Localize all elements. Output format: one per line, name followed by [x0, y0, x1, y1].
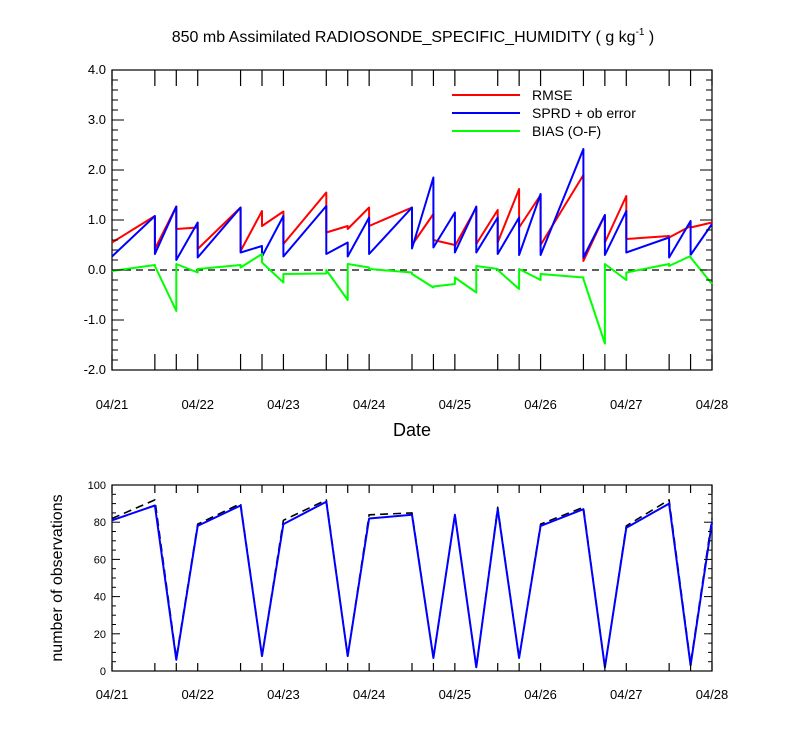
x-tick-label: 04/27: [610, 687, 643, 702]
rmse-panel: -2.0 -1.0 0.0 1.0 2.0 3.0 4.0 04/21 04/22 04/23 04…: [84, 62, 729, 440]
series-line-bias-o-f: [111, 253, 713, 345]
y-tick-label: 80: [94, 517, 106, 529]
y-tick-label: 0: [100, 666, 106, 678]
y-tick-label: 2.0: [88, 162, 106, 177]
x-tick-label: 04/26: [524, 397, 557, 412]
y-tick-label: 4.0: [88, 62, 106, 77]
y-tick-label: -2.0: [84, 362, 106, 377]
x-tick-label: 04/27: [610, 397, 643, 412]
y-tick-label: 0.0: [88, 262, 106, 277]
series-line-obs-used: [111, 500, 713, 669]
x-tick-label: 04/28: [696, 687, 729, 702]
x-tick-label: 04/22: [181, 397, 214, 412]
x-tick-label: 04/24: [353, 397, 386, 412]
x-axis-label: Date: [393, 420, 431, 440]
legend-label-rmse: RMSE: [532, 87, 572, 103]
y-tick-label: 3.0: [88, 112, 106, 127]
x-tick-label: 04/21: [96, 687, 129, 702]
x-tick-label: 04/23: [267, 687, 300, 702]
legend: RMSE SPRD + ob error BIAS (O-F): [452, 87, 636, 139]
observations-panel: 0 20 40 60 80 100 04/21 04/22 04/23 04/24 04/25 04/…: [49, 480, 728, 702]
series-line-sprd-ob-error: [111, 148, 713, 261]
chart-title: 850 mb Assimilated RADIOSONDE_SPECIFIC_H…: [172, 27, 655, 46]
x-tick-label: 04/28: [696, 397, 729, 412]
x-tick-label: 04/25: [439, 687, 472, 702]
x-tick-label: 04/22: [181, 687, 214, 702]
y-tick-label: -1.0: [84, 312, 106, 327]
x-tick-label: 04/23: [267, 397, 300, 412]
x-tick-label: 04/24: [353, 687, 386, 702]
y-tick-label: 60: [94, 554, 106, 566]
legend-label-bias-o-f: BIAS (O-F): [532, 123, 601, 139]
y-tick-label: 20: [94, 629, 106, 641]
legend-label-sprd-ob-error: SPRD + ob error: [532, 105, 636, 121]
y-tick-label: 100: [88, 480, 106, 492]
x-tick-label: 04/25: [439, 397, 472, 412]
x-tick-label: 04/21: [96, 397, 129, 412]
y-axis-label-observations: number of observations: [49, 494, 66, 661]
y-tick-label: 1.0: [88, 212, 106, 227]
x-tick-label: 04/26: [524, 687, 557, 702]
y-tick-label: 40: [94, 592, 106, 604]
series-line-obs-possible: [111, 499, 713, 669]
